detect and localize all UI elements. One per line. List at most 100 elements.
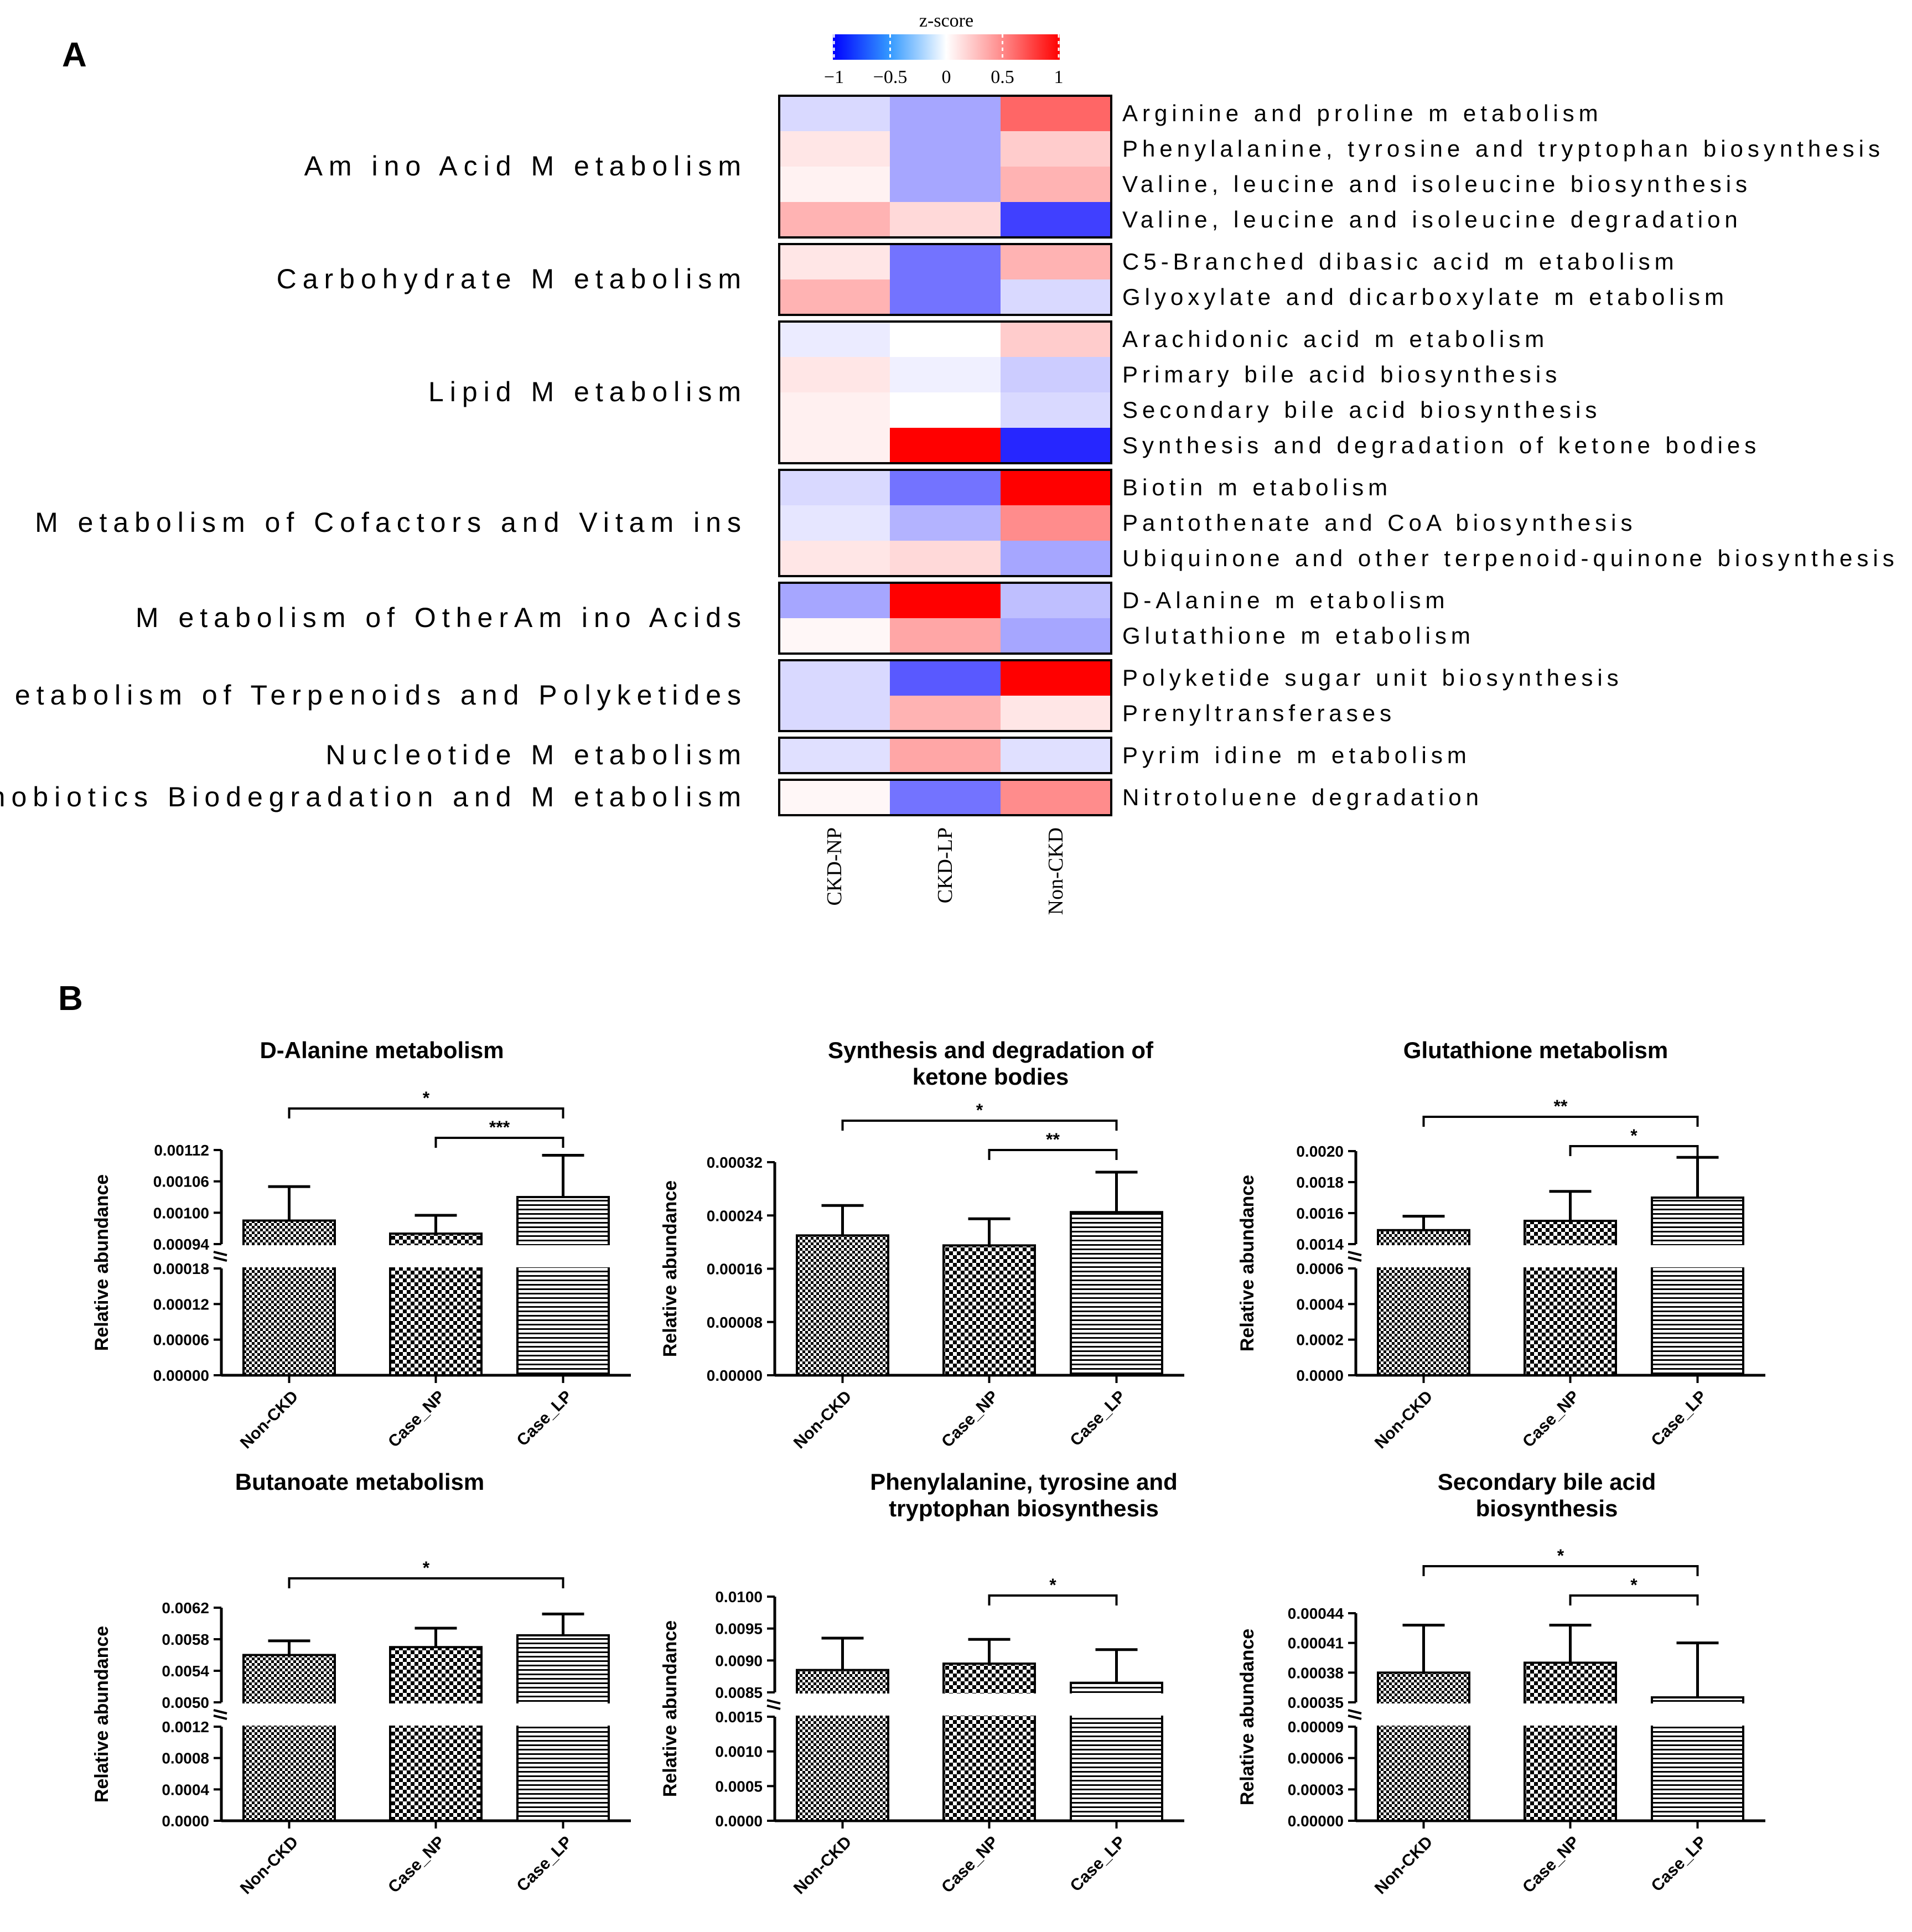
y-tick-label: 0.0010 xyxy=(715,1743,763,1760)
pathway-label: Synthesis and degradation of ketone bodi… xyxy=(1122,432,1760,458)
heatmap-cell xyxy=(890,696,1001,731)
x-tick-label: Case_NP xyxy=(938,1833,1002,1897)
significance-bracket xyxy=(1422,1116,1699,1127)
pathway-label: Phenylalanine, tyrosine and tryptophan b… xyxy=(1122,136,1884,162)
bar xyxy=(1524,1220,1617,1376)
heatmap-cell xyxy=(1001,738,1111,773)
y-tick-label: 0.00038 xyxy=(1288,1664,1344,1681)
heatmap-cell xyxy=(1001,202,1111,237)
heatmap-cell xyxy=(779,244,890,279)
bar-break-gap xyxy=(241,1703,337,1726)
heatmap-cell xyxy=(890,583,1001,618)
heatmap-cell xyxy=(779,541,890,576)
pathway-label: C5-Branched dibasic acid m etabolism xyxy=(1122,248,1678,274)
bar xyxy=(796,1669,889,1822)
y-tick-label: 0.00009 xyxy=(1288,1718,1344,1736)
y-tick-label: 0.0085 xyxy=(715,1684,763,1701)
heatmap-cell xyxy=(1001,392,1111,428)
axis-break-mark xyxy=(766,1699,781,1705)
significance-label: * xyxy=(1630,1575,1638,1595)
y-tick-label: 0.0050 xyxy=(162,1694,209,1711)
x-tick-label: Case_NP xyxy=(385,1387,448,1451)
colorbar-tick-label: −0.5 xyxy=(873,67,908,87)
x-tick-label: Non-CKD xyxy=(1371,1833,1437,1898)
significance-bracket xyxy=(1569,1594,1699,1605)
heatmap-cell xyxy=(779,279,890,315)
heatmap-cell xyxy=(890,660,1001,696)
colorbar-tick-label: 0 xyxy=(942,67,951,87)
bar-chart-1: D-Alanine metabolism Relative abundance 0.… xyxy=(91,1037,631,1452)
y-tick-label: 0.00003 xyxy=(1288,1781,1344,1798)
y-tick-label: 0.0008 xyxy=(162,1750,209,1767)
heatmap-cell xyxy=(890,392,1001,428)
y-tick-label: 0.0018 xyxy=(1296,1174,1344,1191)
heatmap-cell xyxy=(779,96,890,131)
y-tick-label: 0.0004 xyxy=(162,1781,209,1798)
colorbar-tick-label: 1 xyxy=(1054,67,1064,87)
heatmap-cell xyxy=(890,322,1001,357)
significance-bracket xyxy=(288,1107,564,1118)
heatmap-cell xyxy=(890,618,1001,654)
y-tick-label: 0.00000 xyxy=(1288,1812,1344,1830)
group-box xyxy=(778,95,1112,239)
heatmap-cell xyxy=(779,428,890,463)
pathway-label: Primary bile acid biosynthesis xyxy=(1122,361,1561,387)
chart-title: Butanoate metabolism xyxy=(235,1469,484,1495)
y-tick-label: 0.0004 xyxy=(1296,1296,1344,1313)
heatmap-cell xyxy=(779,505,890,541)
bar xyxy=(516,1196,610,1376)
bar xyxy=(796,1234,889,1376)
y-tick-label: 0.00008 xyxy=(707,1314,763,1331)
heatmap-cell xyxy=(779,131,890,167)
x-tick-label: Case_NP xyxy=(1519,1387,1583,1451)
heatmap-cell xyxy=(779,618,890,654)
heatmap-cell xyxy=(890,202,1001,237)
significance-bracket xyxy=(988,1149,1118,1160)
y-tick-label: 0.00012 xyxy=(153,1296,209,1313)
y-tick-label: 0.00018 xyxy=(153,1260,209,1277)
heatmap-cell xyxy=(1001,428,1111,463)
y-axis-label: Relative abundance xyxy=(660,1180,681,1357)
category-label: Lipid M etabolism xyxy=(428,376,747,407)
y-tick-label: 0.0054 xyxy=(162,1662,209,1680)
y-tick-label: 0.00006 xyxy=(153,1332,209,1349)
y-tick-label: 0.0062 xyxy=(162,1599,209,1617)
bar xyxy=(242,1219,336,1376)
significance-label: * xyxy=(976,1100,983,1120)
bar xyxy=(942,1662,1036,1822)
x-tick-label: Non-CKD xyxy=(237,1387,302,1453)
group-box xyxy=(778,243,1112,316)
y-tick-label: 0.00106 xyxy=(153,1173,209,1190)
x-tick-label: Case_LP xyxy=(1066,1833,1129,1895)
y-tick-label: 0.0012 xyxy=(162,1718,209,1736)
heatmap-cell xyxy=(890,541,1001,576)
group-box xyxy=(778,659,1112,732)
y-axis-label: Relative abundance xyxy=(660,1620,681,1797)
pathway-label: Glyoxylate and dicarboxylate m etabolism xyxy=(1122,284,1728,310)
bar-break-gap xyxy=(795,1693,890,1716)
column-label: CKD-LP xyxy=(934,827,957,903)
y-tick-label: 0.00016 xyxy=(707,1261,763,1278)
pathway-label: Pantothenate and CoA biosynthesis xyxy=(1122,510,1636,536)
bar xyxy=(516,1634,610,1822)
x-tick-label: Non-CKD xyxy=(790,1387,856,1453)
y-tick-label: 0.0000 xyxy=(162,1812,209,1830)
x-tick-label: Case_LP xyxy=(1066,1387,1129,1450)
group-box xyxy=(778,779,1112,816)
heatmap-cell xyxy=(779,583,890,618)
heatmap-cell xyxy=(1001,470,1111,505)
bar-break-gap xyxy=(1650,1245,1745,1267)
axis-break-mark xyxy=(213,1715,227,1720)
x-tick-label: Case_LP xyxy=(513,1387,576,1450)
x-tick-label: Case_LP xyxy=(1647,1387,1710,1450)
y-tick-label: 0.00044 xyxy=(1288,1605,1344,1622)
x-tick-label: Case_NP xyxy=(1519,1833,1583,1897)
category-label: Xenobiotics Biodegradation and M etaboli… xyxy=(0,781,747,812)
heatmap-cell xyxy=(779,470,890,505)
y-tick-label: 0.00041 xyxy=(1288,1635,1344,1652)
chart-title: ketone bodies xyxy=(913,1064,1069,1090)
x-tick-label: Case_NP xyxy=(385,1833,448,1897)
y-tick-label: 0.0016 xyxy=(1296,1205,1344,1222)
heatmap-cell xyxy=(779,738,890,773)
y-axis-label: Relative abundance xyxy=(1237,1175,1258,1351)
